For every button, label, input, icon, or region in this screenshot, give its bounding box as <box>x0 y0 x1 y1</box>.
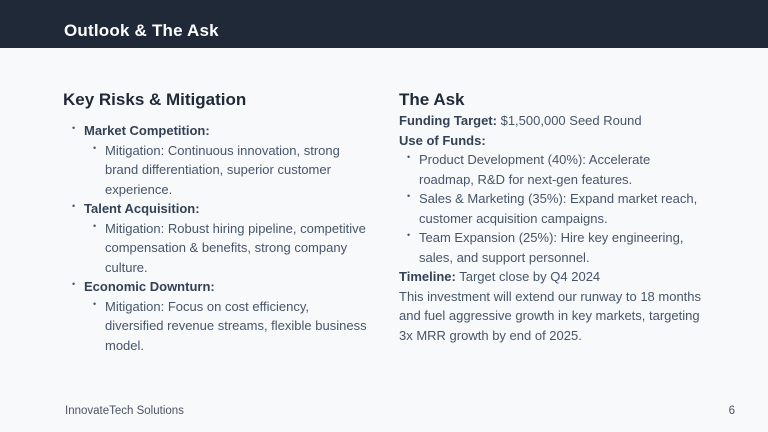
mitigation-text: Mitigation: Focus on cost efficiency, di… <box>105 298 367 353</box>
list-item: • Sales & Marketing (35%): Expand market… <box>399 189 705 228</box>
footer-page-number: 6 <box>728 405 735 417</box>
bullet-icon: • <box>407 152 411 162</box>
list-item: • Product Development (40%): Accelerate … <box>399 150 705 189</box>
bullet-icon: • <box>93 142 97 153</box>
risks-section: Key Risks & Mitigation • Market Competit… <box>63 90 371 355</box>
bullet-icon: • <box>93 220 97 231</box>
bullet-icon: • <box>72 123 76 133</box>
timeline-value: Target close by Q4 2024 <box>459 269 601 284</box>
mitigation-text: Mitigation: Robust hiring pipeline, comp… <box>105 220 366 275</box>
bullet-icon: • <box>407 230 411 240</box>
ask-section: The Ask Funding Target: $1,500,000 Seed … <box>399 90 705 355</box>
bullet-icon: • <box>72 279 76 289</box>
mitigation-text: Mitigation: Continuous innovation, stron… <box>105 142 340 197</box>
risk-list: • Market Competition: • Mitigation: Cont… <box>63 121 371 355</box>
bullet-icon: • <box>407 191 411 201</box>
risks-heading: Key Risks & Mitigation <box>63 90 247 109</box>
footer-company-name: InnovateTech Solutions <box>65 405 184 417</box>
ask-heading: The Ask <box>399 90 465 109</box>
mitigation-list: • Mitigation: Focus on cost efficiency, … <box>84 297 371 356</box>
risk-label: Economic Downturn: <box>84 279 215 294</box>
funding-target-line: Funding Target: $1,500,000 Seed Round <box>399 111 705 131</box>
list-item: • Mitigation: Robust hiring pipeline, co… <box>84 219 371 278</box>
list-item: • Market Competition: • Mitigation: Cont… <box>63 121 371 199</box>
fund-item-text: Product Development (40%): Accelerate ro… <box>419 152 651 187</box>
funding-target-value: $1,500,000 Seed Round <box>500 113 642 128</box>
fund-item-text: Sales & Marketing (35%): Expand market r… <box>419 191 698 226</box>
funding-target-label: Funding Target: <box>399 113 497 128</box>
closing-paragraph: This investment will extend our runway t… <box>399 288 702 343</box>
list-item: • Economic Downturn: • Mitigation: Focus… <box>63 277 371 355</box>
fund-item-text: Team Expansion (25%): Hire key engineeri… <box>419 230 684 265</box>
mitigation-list: • Mitigation: Continuous innovation, str… <box>84 141 371 200</box>
funds-list: • Product Development (40%): Accelerate … <box>399 150 705 267</box>
slide-body: Key Risks & Mitigation • Market Competit… <box>63 48 735 355</box>
slide-title: Outlook & The Ask <box>64 21 219 41</box>
list-item: • Team Expansion (25%): Hire key enginee… <box>399 228 705 267</box>
slide-header-bar: Outlook & The Ask <box>0 0 768 48</box>
bullet-icon: • <box>72 201 76 211</box>
bullet-icon: • <box>93 298 97 309</box>
list-item: • Mitigation: Continuous innovation, str… <box>84 141 371 200</box>
timeline-label: Timeline: <box>399 269 456 284</box>
mitigation-list: • Mitigation: Robust hiring pipeline, co… <box>84 219 371 278</box>
list-item: • Mitigation: Focus on cost efficiency, … <box>84 297 371 356</box>
risk-label: Talent Acquisition: <box>84 201 200 216</box>
list-item: • Talent Acquisition: • Mitigation: Robu… <box>63 199 371 277</box>
timeline-line: Timeline: Target close by Q4 2024 <box>399 267 705 287</box>
risk-label: Market Competition: <box>84 123 210 138</box>
use-of-funds-label: Use of Funds: <box>399 132 486 148</box>
